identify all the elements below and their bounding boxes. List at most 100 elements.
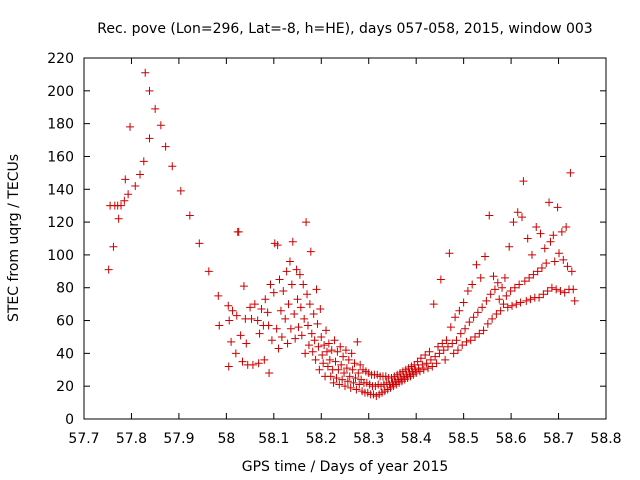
data-point bbox=[482, 296, 491, 305]
data-point bbox=[313, 319, 322, 328]
x-tick-label: 58.3 bbox=[353, 431, 384, 447]
data-point bbox=[269, 288, 278, 297]
data-point bbox=[428, 362, 437, 371]
data-point bbox=[441, 355, 450, 364]
data-point bbox=[246, 303, 255, 312]
data-point bbox=[117, 201, 126, 210]
data-point bbox=[349, 378, 358, 387]
data-point bbox=[537, 264, 546, 273]
data-point bbox=[340, 369, 349, 378]
data-point bbox=[563, 262, 572, 271]
data-point bbox=[307, 329, 316, 338]
x-tick-label: 58.8 bbox=[590, 431, 621, 447]
data-point bbox=[304, 341, 313, 350]
data-point bbox=[539, 290, 548, 299]
data-point bbox=[480, 252, 489, 261]
data-point bbox=[549, 231, 558, 240]
data-point bbox=[315, 365, 324, 374]
data-point bbox=[329, 378, 338, 387]
data-point bbox=[257, 305, 266, 314]
data-point bbox=[151, 104, 160, 113]
data-point bbox=[322, 326, 331, 335]
data-point bbox=[489, 272, 498, 281]
data-point bbox=[279, 287, 288, 296]
data-point bbox=[459, 298, 468, 307]
data-point bbox=[336, 342, 345, 351]
data-point bbox=[339, 352, 348, 361]
data-point bbox=[238, 357, 247, 366]
data-point bbox=[260, 355, 269, 364]
data-point bbox=[465, 318, 474, 327]
data-point bbox=[419, 365, 428, 374]
data-point bbox=[486, 290, 495, 299]
data-point bbox=[414, 364, 423, 373]
data-point bbox=[545, 198, 554, 207]
data-point bbox=[261, 295, 270, 304]
data-point bbox=[458, 341, 467, 350]
data-point bbox=[488, 314, 497, 323]
data-point bbox=[326, 372, 335, 381]
data-point bbox=[503, 303, 512, 312]
data-point bbox=[284, 300, 293, 309]
y-axis-label: STEC from uqrg / TECUs bbox=[6, 154, 22, 322]
data-point bbox=[250, 300, 259, 309]
data-point bbox=[255, 329, 264, 338]
data-point bbox=[432, 359, 441, 368]
data-point bbox=[294, 323, 303, 332]
data-point bbox=[310, 336, 319, 345]
data-point bbox=[292, 265, 301, 274]
data-point bbox=[120, 196, 129, 205]
data-point bbox=[413, 357, 422, 366]
data-point bbox=[473, 308, 482, 317]
data-point bbox=[342, 364, 351, 373]
data-point bbox=[274, 344, 283, 353]
data-point bbox=[350, 359, 359, 368]
data-point bbox=[312, 285, 321, 294]
data-point bbox=[543, 287, 552, 296]
data-point bbox=[438, 339, 447, 348]
data-point bbox=[412, 369, 421, 378]
data-point bbox=[320, 341, 329, 350]
data-point bbox=[422, 359, 431, 368]
data-point bbox=[346, 383, 355, 392]
data-point bbox=[446, 323, 455, 332]
data-point bbox=[506, 287, 515, 296]
data-point bbox=[227, 337, 236, 346]
data-point bbox=[224, 301, 233, 310]
data-point bbox=[471, 332, 480, 341]
data-point bbox=[529, 270, 538, 279]
data-point bbox=[242, 339, 251, 348]
data-point bbox=[287, 280, 296, 289]
data-point bbox=[418, 360, 427, 369]
data-point bbox=[462, 337, 471, 346]
data-point bbox=[109, 242, 118, 251]
data-point bbox=[516, 298, 525, 307]
data-point bbox=[281, 314, 290, 323]
data-point bbox=[505, 242, 514, 251]
data-point bbox=[126, 122, 135, 131]
data-point bbox=[185, 211, 194, 220]
data-point bbox=[510, 283, 519, 292]
data-point bbox=[354, 369, 363, 378]
data-point bbox=[498, 283, 507, 292]
data-point bbox=[299, 280, 308, 289]
data-point bbox=[232, 311, 241, 320]
data-point bbox=[266, 280, 275, 289]
data-point bbox=[305, 300, 314, 309]
data-point bbox=[540, 244, 549, 253]
data-point bbox=[145, 134, 154, 143]
data-point bbox=[228, 306, 237, 315]
data-point bbox=[499, 300, 508, 309]
x-tick-label: 58 bbox=[217, 431, 235, 447]
data-point bbox=[263, 308, 272, 317]
data-point bbox=[296, 303, 305, 312]
data-point bbox=[475, 329, 484, 338]
data-point bbox=[525, 273, 534, 282]
data-point bbox=[236, 331, 245, 340]
data-point bbox=[330, 336, 339, 345]
data-point bbox=[542, 259, 551, 268]
data-point bbox=[131, 181, 140, 190]
y-tick-label: 0 bbox=[65, 412, 74, 428]
data-point bbox=[424, 364, 433, 373]
